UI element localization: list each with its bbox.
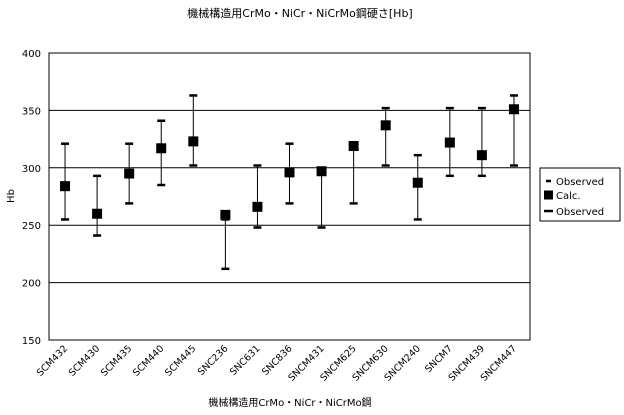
legend-label: Observed bbox=[556, 207, 604, 218]
calc-point bbox=[412, 177, 423, 188]
y-tick-label: 400 bbox=[22, 49, 41, 60]
x-tick-label: SCM430 bbox=[67, 343, 102, 378]
calc-point bbox=[188, 136, 199, 147]
y-tick-label: 300 bbox=[22, 164, 41, 175]
x-tick-label: SCM432 bbox=[35, 343, 70, 378]
legend-swatch-calc bbox=[544, 190, 553, 200]
calc-point bbox=[380, 120, 391, 131]
calc-point bbox=[508, 104, 519, 115]
y-tick-label: 200 bbox=[22, 279, 41, 290]
x-tick-label: SCM445 bbox=[163, 343, 198, 378]
y-tick-label: 350 bbox=[22, 106, 41, 117]
y-tick-label: 250 bbox=[22, 221, 41, 232]
y-axis-tick-labels: 150 200 250 300 350 400 bbox=[22, 49, 41, 347]
calc-point bbox=[476, 150, 487, 161]
calc-point bbox=[60, 181, 71, 192]
calc-point bbox=[252, 201, 263, 212]
y-axis-label: Hb bbox=[6, 189, 17, 203]
calc-point bbox=[444, 137, 455, 148]
error-bars bbox=[64, 95, 515, 269]
x-tick-label: SNC631 bbox=[228, 343, 263, 378]
legend-label: Calc. bbox=[556, 191, 581, 202]
calc-point bbox=[124, 168, 135, 179]
x-axis-label: 機械構造用CrMo・NiCr・NiCrMo鋼 bbox=[208, 396, 371, 409]
x-tick-label: SNC236 bbox=[196, 343, 231, 378]
x-axis-tick-labels: SCM432SCM430SCM435SCM440SCM445SNC236SNC6… bbox=[35, 343, 519, 383]
x-tick-label: SCM440 bbox=[131, 343, 166, 378]
legend-box bbox=[539, 167, 621, 222]
calc-point bbox=[284, 167, 295, 178]
legend: Observed Calc. Observed bbox=[539, 167, 621, 222]
plot-area bbox=[48, 52, 531, 341]
calc-point bbox=[156, 143, 167, 154]
calc-point bbox=[316, 166, 327, 177]
calc-point bbox=[220, 209, 231, 220]
y-tick-label: 150 bbox=[22, 336, 41, 347]
calc-point bbox=[348, 140, 359, 151]
x-tick-label: SCM435 bbox=[99, 343, 134, 378]
data-points bbox=[60, 94, 519, 271]
legend-label: Observed bbox=[556, 177, 604, 188]
chart-title: 機械構造用CrMo・NiCr・NiCrMo鋼硬さ[Hb] bbox=[187, 6, 412, 20]
x-tick-label: SNCM7 bbox=[423, 343, 455, 375]
calc-point bbox=[92, 208, 103, 219]
